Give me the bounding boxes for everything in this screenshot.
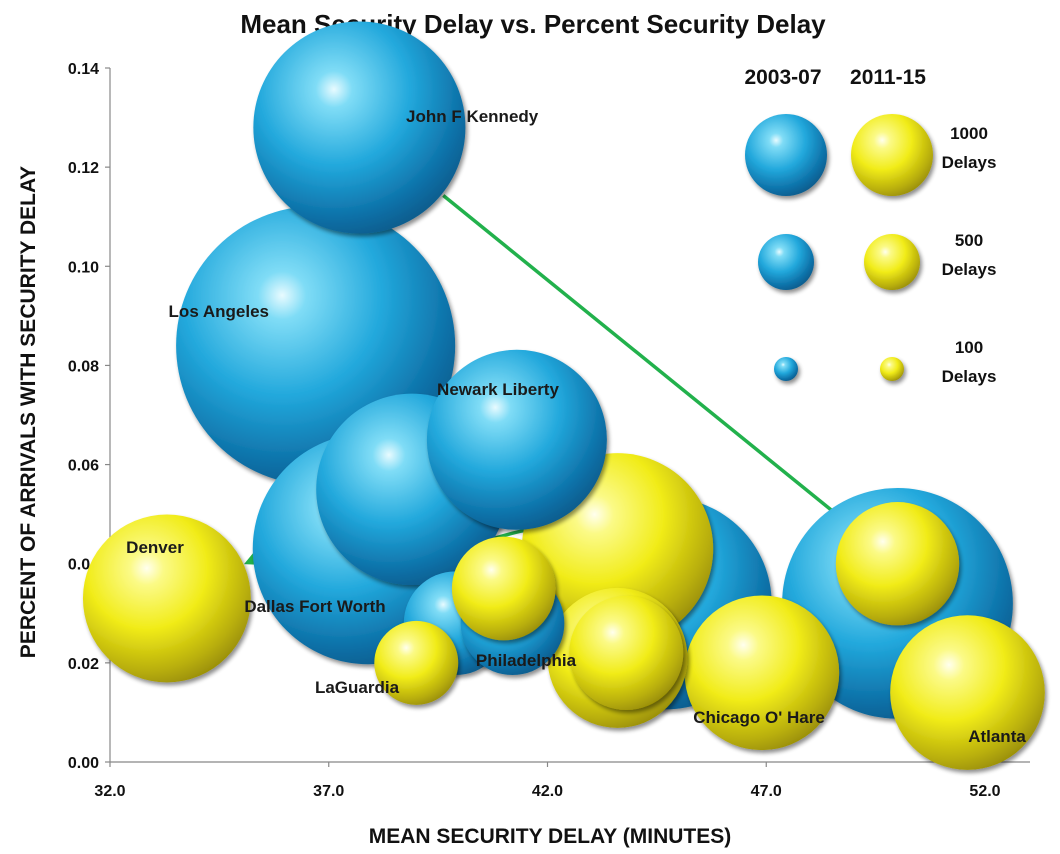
legend-size-value: 500	[955, 231, 983, 250]
legend-bubble-2011-15	[851, 114, 933, 196]
legend-bubble-2003-07	[774, 357, 798, 381]
x-tick-label: 37.0	[313, 783, 344, 800]
bubble-2011-15	[451, 536, 556, 641]
y-tick-label: 0.14	[68, 61, 99, 78]
bubble-2011-15	[835, 502, 960, 626]
airport-label: LaGuardia	[315, 678, 400, 697]
airport-label: Atlanta	[968, 727, 1026, 746]
y-tick-label: 0.02	[68, 656, 99, 673]
point-labels: John F Kennedy Los Angeles Newark Liberty D…	[126, 107, 1026, 746]
y-tick-label: 0.06	[68, 458, 99, 475]
y-tick-label: 0.08	[68, 358, 99, 375]
legend-header-2011-15: 2011-15	[850, 66, 926, 89]
legend-header-2003-07: 2003-07	[744, 66, 821, 89]
legend: 2003-07 2011-15 1000 Delays 500 Delays 100 Dela…	[744, 66, 996, 386]
bubble-2003-07	[253, 21, 466, 234]
bubble-2011-15	[374, 620, 459, 705]
arrow-john-f-kennedy	[442, 194, 850, 525]
legend-bubble-2003-07	[758, 234, 814, 290]
x-tick-label: 52.0	[969, 783, 1000, 800]
x-tick-label: 32.0	[94, 783, 125, 800]
y-tick-label: 0.10	[68, 259, 99, 276]
airport-label: Denver	[126, 538, 184, 557]
y-axis-title: PERCENT OF ARRIVALS WITH SECURITY DELAY	[17, 166, 40, 658]
x-axis-title: MEAN SECURITY DELAY (MINUTES)	[369, 825, 732, 848]
legend-size-unit: Delays	[942, 260, 997, 279]
airport-label: Dallas Fort Worth	[244, 597, 385, 616]
x-tick-label: 42.0	[532, 783, 563, 800]
legend-size-value: 100	[955, 338, 983, 357]
airport-label: Philadelphia	[476, 651, 577, 670]
bubble-2011-15	[569, 595, 684, 710]
bubble-2011-15	[890, 615, 1045, 770]
y-tick-label: 0.12	[68, 160, 99, 177]
y-tick-label: 0.00	[68, 755, 99, 772]
airport-label: Los Angeles	[169, 302, 269, 321]
legend-bubble-2011-15	[880, 357, 904, 381]
bubble-2003-07	[426, 349, 607, 530]
legend-bubble-2011-15	[864, 234, 920, 290]
bubble-2011-15	[684, 595, 840, 751]
legend-size-unit: Delays	[942, 367, 997, 386]
bubble-2011-15	[82, 514, 251, 683]
bubbles	[82, 21, 1045, 770]
airport-label: John F Kennedy	[406, 107, 539, 126]
legend-size-value: 1000	[950, 124, 988, 143]
legend-size-unit: Delays	[942, 153, 997, 172]
airport-label: Newark Liberty	[437, 380, 559, 399]
legend-bubble-2003-07	[745, 114, 827, 196]
airport-label: Chicago O' Hare	[693, 708, 825, 727]
x-tick-label: 47.0	[751, 783, 782, 800]
